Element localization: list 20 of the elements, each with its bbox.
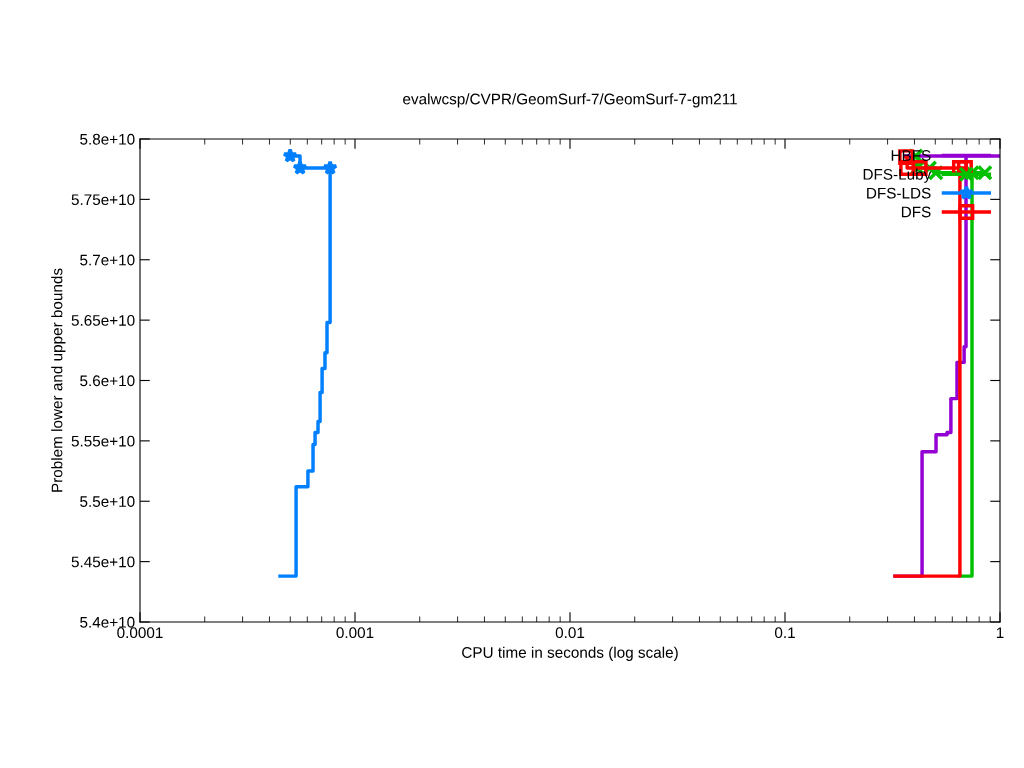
x-tick-label: 1 bbox=[996, 627, 1004, 638]
x-tick-label: 0.1 bbox=[774, 627, 795, 639]
x-tick-label: 0.001 bbox=[336, 627, 374, 639]
x-axis-title: CPU time in seconds (log scale) bbox=[462, 646, 678, 661]
y-tick-label: 5.7e+10 bbox=[80, 254, 135, 266]
y-tick-label: 5.6e+10 bbox=[80, 375, 135, 387]
y-tick-label: 5.75e+10 bbox=[71, 194, 135, 206]
legend-label: DFS-LDS bbox=[867, 187, 931, 199]
y-axis-title: Problem lower and upper bounds bbox=[51, 268, 66, 492]
x-tick-label: 0.01 bbox=[555, 627, 585, 639]
y-tick-label: 5.8e+10 bbox=[80, 133, 135, 145]
y-tick-label: 5.5e+10 bbox=[80, 496, 135, 507]
y-tick-label: 5.45e+10 bbox=[71, 556, 135, 568]
chart-title: evalwcsp/CVPR/GeomSurf-7/GeomSurf-7-gm211 bbox=[403, 93, 737, 108]
y-tick-label: 5.4e+10 bbox=[80, 616, 135, 628]
legend-label: DFS bbox=[901, 206, 931, 218]
y-tick-label: 5.55e+10 bbox=[71, 435, 135, 447]
y-tick-label: 5.65e+10 bbox=[71, 314, 135, 326]
x-tick-label: 0.0001 bbox=[117, 627, 163, 639]
legend-label: HBFS bbox=[891, 150, 931, 161]
